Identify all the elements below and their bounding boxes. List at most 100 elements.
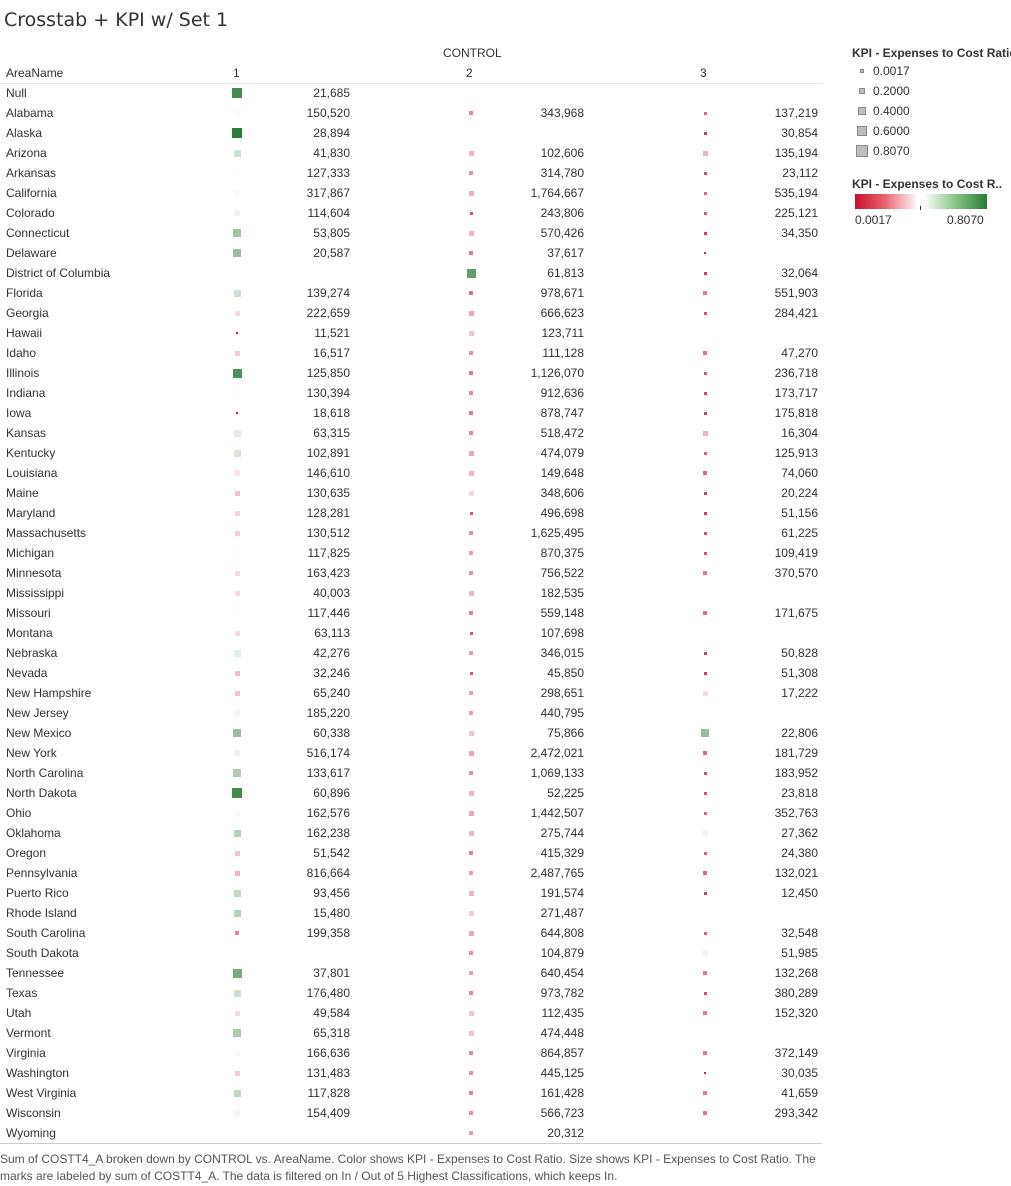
kpi-mark[interactable] bbox=[234, 850, 240, 856]
kpi-mark[interactable] bbox=[233, 989, 241, 997]
kpi-mark[interactable] bbox=[233, 1089, 241, 1097]
kpi-mark[interactable] bbox=[468, 890, 474, 896]
kpi-mark[interactable] bbox=[468, 750, 474, 756]
kpi-mark[interactable] bbox=[234, 1010, 240, 1016]
kpi-mark[interactable] bbox=[468, 230, 474, 236]
kpi-mark[interactable] bbox=[234, 470, 240, 476]
kpi-mark[interactable] bbox=[234, 350, 240, 356]
kpi-mark[interactable] bbox=[702, 950, 708, 956]
kpi-mark[interactable] bbox=[232, 368, 242, 378]
kpi-mark[interactable] bbox=[233, 909, 241, 917]
kpi-mark[interactable] bbox=[469, 1131, 473, 1135]
kpi-mark[interactable] bbox=[703, 191, 707, 195]
kpi-mark[interactable] bbox=[234, 810, 240, 816]
kpi-mark[interactable] bbox=[233, 249, 241, 257]
kpi-mark[interactable] bbox=[703, 291, 707, 295]
kpi-mark[interactable] bbox=[233, 289, 241, 297]
kpi-mark[interactable] bbox=[703, 231, 707, 235]
kpi-mark[interactable] bbox=[233, 1029, 241, 1037]
kpi-mark[interactable] bbox=[469, 291, 473, 295]
kpi-mark[interactable] bbox=[234, 630, 240, 636]
kpi-mark[interactable] bbox=[234, 750, 240, 756]
kpi-mark[interactable] bbox=[234, 490, 240, 496]
kpi-mark[interactable] bbox=[232, 88, 242, 98]
kpi-mark[interactable] bbox=[234, 550, 240, 556]
kpi-mark[interactable] bbox=[703, 811, 707, 815]
kpi-mark[interactable] bbox=[468, 150, 474, 156]
kpi-mark[interactable] bbox=[703, 551, 707, 555]
kpi-mark[interactable] bbox=[702, 830, 708, 836]
kpi-mark[interactable] bbox=[233, 429, 241, 437]
kpi-mark[interactable] bbox=[469, 211, 473, 215]
kpi-mark[interactable] bbox=[469, 551, 473, 555]
kpi-mark[interactable] bbox=[703, 111, 707, 115]
kpi-mark[interactable] bbox=[703, 1091, 707, 1095]
kpi-mark[interactable] bbox=[469, 691, 473, 695]
kpi-mark[interactable] bbox=[702, 430, 708, 436]
kpi-mark[interactable] bbox=[703, 491, 707, 495]
kpi-mark[interactable] bbox=[234, 1050, 240, 1056]
kpi-mark[interactable] bbox=[233, 449, 241, 457]
kpi-mark[interactable] bbox=[469, 391, 473, 395]
kpi-mark[interactable] bbox=[703, 511, 707, 515]
kpi-mark[interactable] bbox=[236, 332, 238, 334]
kpi-mark[interactable] bbox=[703, 991, 707, 995]
kpi-mark[interactable] bbox=[469, 771, 473, 775]
kpi-mark[interactable] bbox=[703, 851, 707, 855]
kpi-mark[interactable] bbox=[703, 1051, 707, 1055]
kpi-mark[interactable] bbox=[704, 252, 706, 254]
kpi-mark[interactable] bbox=[468, 330, 474, 336]
kpi-mark[interactable] bbox=[701, 729, 709, 737]
kpi-mark[interactable] bbox=[233, 229, 241, 237]
kpi-mark[interactable] bbox=[234, 310, 240, 316]
kpi-mark[interactable] bbox=[469, 171, 473, 175]
kpi-mark[interactable] bbox=[703, 871, 707, 875]
kpi-mark[interactable] bbox=[234, 530, 240, 536]
kpi-mark[interactable] bbox=[468, 590, 474, 596]
kpi-mark[interactable] bbox=[469, 671, 473, 675]
kpi-mark[interactable] bbox=[468, 190, 474, 196]
kpi-mark[interactable] bbox=[703, 451, 707, 455]
kpi-mark[interactable] bbox=[469, 1051, 473, 1055]
kpi-mark[interactable] bbox=[468, 310, 474, 316]
kpi-mark[interactable] bbox=[703, 131, 707, 135]
kpi-mark[interactable] bbox=[469, 431, 473, 435]
kpi-mark[interactable] bbox=[234, 710, 240, 716]
kpi-mark[interactable] bbox=[468, 830, 474, 836]
kpi-mark[interactable] bbox=[703, 351, 707, 355]
kpi-mark[interactable] bbox=[232, 968, 242, 978]
kpi-mark[interactable] bbox=[703, 771, 707, 775]
kpi-mark[interactable] bbox=[704, 1072, 706, 1074]
kpi-mark[interactable] bbox=[468, 810, 474, 816]
kpi-mark[interactable] bbox=[468, 470, 474, 476]
kpi-mark[interactable] bbox=[703, 391, 707, 395]
kpi-mark[interactable] bbox=[469, 711, 473, 715]
kpi-mark[interactable] bbox=[234, 590, 240, 596]
kpi-mark[interactable] bbox=[469, 951, 473, 955]
kpi-mark[interactable] bbox=[469, 651, 473, 655]
kpi-mark[interactable] bbox=[234, 690, 240, 696]
kpi-mark[interactable] bbox=[469, 1111, 473, 1115]
kpi-mark[interactable] bbox=[702, 150, 708, 156]
kpi-mark[interactable] bbox=[703, 571, 707, 575]
kpi-mark[interactable] bbox=[466, 268, 476, 278]
kpi-mark[interactable] bbox=[703, 751, 707, 755]
kpi-mark[interactable] bbox=[234, 510, 240, 516]
kpi-mark[interactable] bbox=[234, 1070, 240, 1076]
kpi-mark[interactable] bbox=[703, 971, 707, 975]
kpi-mark[interactable] bbox=[703, 931, 707, 935]
kpi-mark[interactable] bbox=[703, 311, 707, 315]
kpi-mark[interactable] bbox=[703, 211, 707, 215]
kpi-mark[interactable] bbox=[469, 971, 473, 975]
kpi-mark[interactable] bbox=[703, 791, 707, 795]
kpi-mark[interactable] bbox=[232, 788, 242, 798]
kpi-mark[interactable] bbox=[468, 450, 474, 456]
kpi-mark[interactable] bbox=[469, 611, 473, 615]
kpi-mark[interactable] bbox=[469, 1091, 473, 1095]
kpi-mark[interactable] bbox=[703, 671, 707, 675]
kpi-mark[interactable] bbox=[232, 128, 242, 138]
kpi-mark[interactable] bbox=[469, 351, 473, 355]
kpi-mark[interactable] bbox=[703, 1111, 707, 1115]
kpi-mark[interactable] bbox=[468, 790, 474, 796]
kpi-mark[interactable] bbox=[233, 149, 241, 157]
